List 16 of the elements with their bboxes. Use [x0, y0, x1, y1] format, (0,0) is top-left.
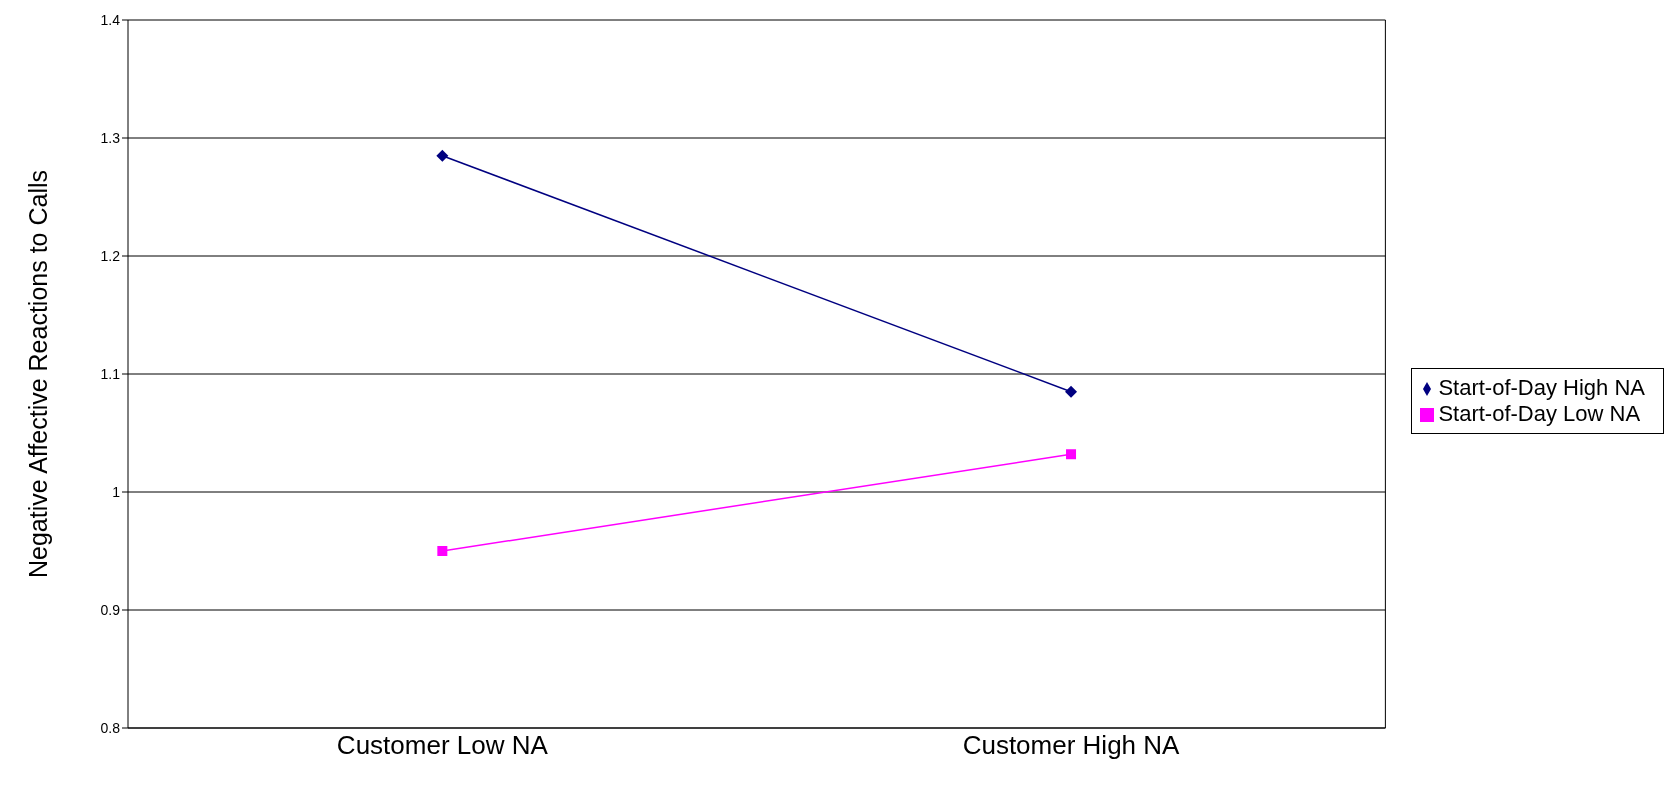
y-axis-title: Negative Affective Reactions to Calls [23, 169, 52, 579]
point [1066, 449, 1077, 460]
y-tick-label: 1.4 [100, 11, 121, 28]
x-tick-label: Customer Low NA [336, 730, 549, 761]
legend-label: Start-of-Day High NA [1438, 375, 1645, 400]
y-tick-label: 1.3 [100, 129, 121, 146]
point [437, 546, 448, 556]
y-tick-label: 1.2 [100, 247, 121, 264]
y-tick-label: 0.9 [100, 601, 121, 618]
y-tick-label: 1.1 [100, 365, 121, 382]
y-tick-label: 1 [112, 483, 121, 500]
point [436, 149, 449, 162]
legend-label: Start-of-Day Low NA [1438, 401, 1641, 426]
point [1065, 385, 1078, 398]
y-tick-label: 0.8 [100, 719, 121, 736]
x-tick-label: Customer High NA [962, 730, 1181, 761]
